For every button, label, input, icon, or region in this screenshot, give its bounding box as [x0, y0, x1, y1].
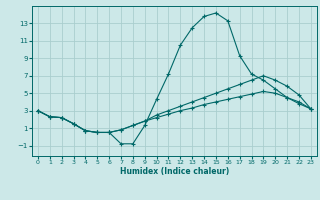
X-axis label: Humidex (Indice chaleur): Humidex (Indice chaleur) — [120, 167, 229, 176]
